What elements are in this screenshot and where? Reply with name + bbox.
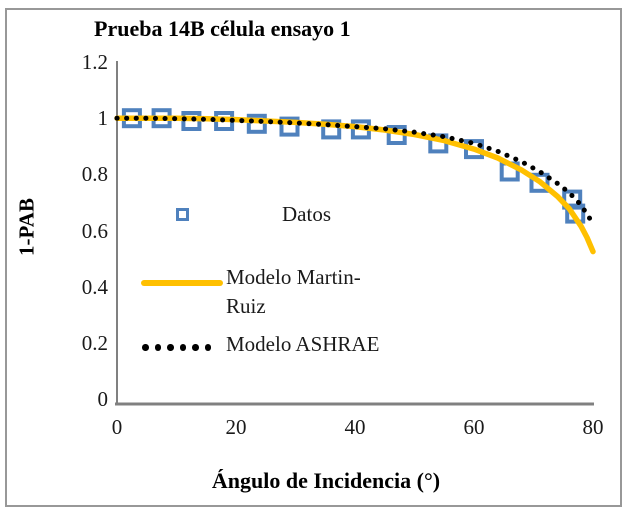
x-axis-title: Ángulo de Incidencia (°) <box>211 468 441 493</box>
datos-point-square <box>246 113 267 134</box>
chart-title: Prueba 14B célula ensayo 1 <box>94 16 351 41</box>
datos-open-square-icon <box>176 208 189 221</box>
y-tick-label: 0.6 <box>81 218 108 243</box>
x-tick-label: 0 <box>111 415 123 439</box>
x-tick-label: 60 <box>463 415 485 439</box>
ashrae-model-curve <box>114 115 596 226</box>
legend-label-ashrae: Modelo ASHRAE <box>226 332 380 356</box>
legend-item-datos: Datos <box>176 202 331 226</box>
x-tick-label: 80 <box>582 415 604 439</box>
figure-border <box>5 8 622 507</box>
legend-item-martin-ruiz: Modelo Martin-Ruiz <box>141 265 361 318</box>
datos-point-square <box>529 172 550 193</box>
y-tick-label: 1.2 <box>81 50 108 74</box>
martin-ruiz-line-icon <box>141 280 223 286</box>
y-tick-label: 0 <box>97 387 109 411</box>
y-tick-label: 1 <box>97 106 109 131</box>
legend-label-datos: Datos <box>282 202 331 226</box>
datos-point-square <box>279 116 300 137</box>
x-tick-label: 40 <box>344 415 366 439</box>
y-tick-label: 0.4 <box>81 274 108 299</box>
datos-point-square <box>321 119 342 140</box>
x-tick-label: 20 <box>225 415 247 439</box>
legend-label-martin-ruiz: Modelo Martin-Ruiz <box>226 265 361 318</box>
y-tick-label: 0.2 <box>81 330 108 355</box>
y-tick-label: 0.8 <box>81 162 108 187</box>
legend-item-ashrae: Modelo ASHRAE <box>142 332 379 356</box>
ashrae-dotted-line-icon <box>142 344 211 351</box>
